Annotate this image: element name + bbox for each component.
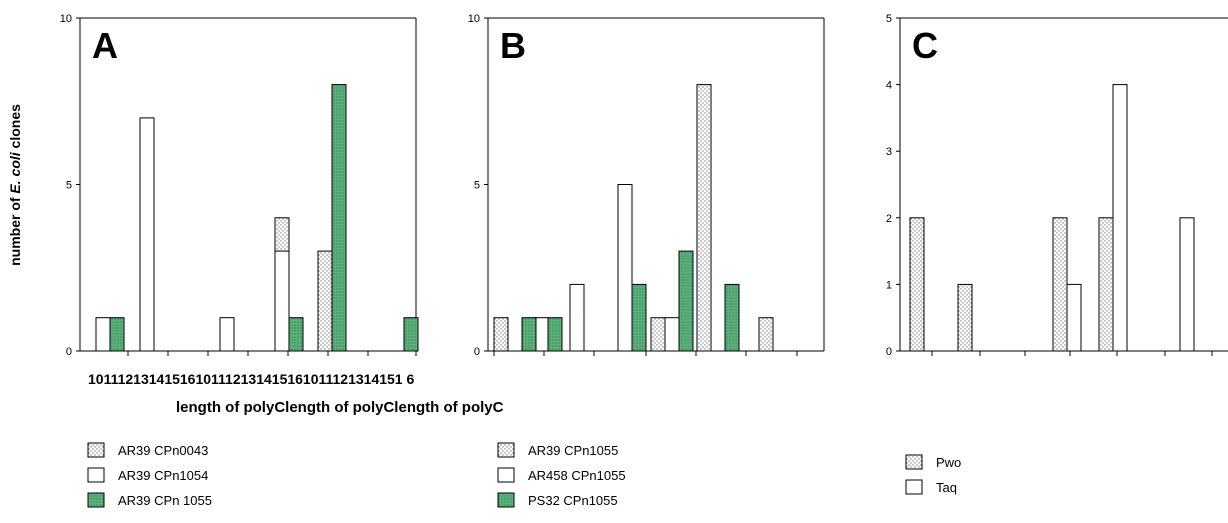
legend-c: Pwo Taq (905, 454, 961, 495)
legend-label: Taq (936, 480, 957, 495)
y-tick-label: 5 (474, 180, 480, 192)
bar-white (139, 117, 155, 352)
bar-green (403, 317, 419, 352)
bar-white (274, 250, 290, 352)
y-tick-label: 5 (66, 180, 72, 192)
y-tick-label: 1 (886, 279, 892, 291)
bar-green (331, 84, 347, 352)
y-tick-label: 0 (474, 346, 480, 358)
bar-white (569, 283, 585, 352)
y-tick-label: 4 (886, 80, 892, 92)
y-tick-label: 5 (886, 13, 892, 25)
x-axis-title: length of polyClength of polyClength of … (176, 399, 504, 416)
bar-white (1179, 217, 1195, 352)
legend-swatch-stipple (497, 442, 515, 458)
x-tick-labels: 1011121314151610111213141516101112131415… (88, 371, 414, 387)
legend-label: AR39 CPn0043 (118, 443, 208, 458)
legend-label: Pwo (936, 455, 961, 470)
y-tick-label: 3 (886, 146, 892, 158)
y-tick-label: 2 (886, 213, 892, 225)
legend-label: AR39 CPn 1055 (118, 493, 212, 508)
panel-a: 0 5 10 A (60, 13, 419, 358)
bar-stipple (493, 317, 509, 352)
panel-letter: C (912, 25, 938, 66)
legend-swatch-green (87, 492, 105, 508)
legend-swatch-white (497, 467, 515, 483)
y-tick-label: 0 (886, 346, 892, 358)
legend-label: AR458 CPn1055 (528, 468, 626, 483)
bar-stipple (957, 283, 973, 352)
bar-green (521, 317, 537, 352)
legend-b: AR39 CPn1055 AR458 CPn1055 PS32 CPn1055 (497, 442, 626, 508)
y-axis-title: number of E. coli clones (7, 104, 23, 266)
bar-green (547, 317, 563, 352)
bar-stipple (758, 317, 774, 352)
bar-stipple (696, 84, 712, 352)
legend-label: PS32 CPn1055 (528, 493, 618, 508)
panel-letter: A (92, 25, 118, 66)
bar-green (109, 317, 125, 352)
legend-swatch-white (905, 479, 923, 495)
bar-white (617, 184, 633, 352)
y-tick-label: 10 (60, 13, 72, 25)
legend-label: AR39 CPn1055 (528, 443, 618, 458)
bar-green (288, 317, 304, 352)
legend-swatch-white (87, 467, 105, 483)
legend-label: AR39 CPn1054 (118, 468, 208, 483)
bar-stipple (650, 317, 666, 352)
bar-green (631, 283, 647, 352)
bar-white (1066, 283, 1082, 352)
bar-green (724, 283, 740, 352)
bar-stipple (1052, 217, 1068, 352)
panel-letter: B (500, 25, 526, 66)
bar-stipple (1098, 217, 1114, 352)
bar-stipple (909, 217, 925, 352)
legend-a: AR39 CPn0043 AR39 CPn1054 AR39 CPn 1055 (87, 442, 212, 508)
bar-white (219, 317, 235, 352)
y-tick-label: 0 (66, 346, 72, 358)
bar-stipple (317, 250, 333, 352)
legend-swatch-green (497, 492, 515, 508)
legend-swatch-stipple (905, 454, 923, 470)
panel-c: 0 1 2 3 4 5 C (886, 13, 1228, 358)
legend-swatch-stipple (87, 442, 105, 458)
bar-green (678, 250, 694, 352)
bar-white (1112, 84, 1128, 352)
y-tick-label: 10 (468, 13, 480, 25)
bar-white (664, 317, 680, 352)
bar-white (95, 317, 111, 352)
panel-b: 0 5 10 B (468, 13, 825, 358)
